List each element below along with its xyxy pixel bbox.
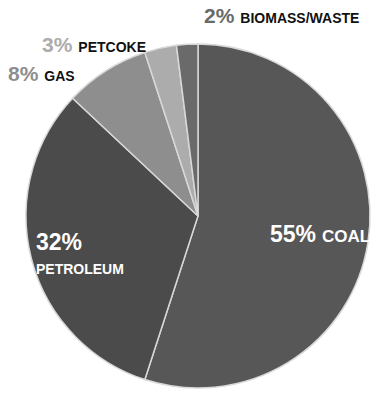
data-label-value: 2% <box>204 4 235 27</box>
data-label-name: GAS <box>44 68 74 84</box>
data-label: 3% PETCOKE <box>42 33 146 56</box>
data-label-value: 32% <box>36 229 82 255</box>
chart: 55% COAL 32% PETROLEUM 8% GAS 3% PETCOKE 2% BIOMA… <box>0 0 392 412</box>
data-label: 2% BIOMASS/WASTE <box>204 4 359 27</box>
data-label: 55% COAL <box>270 221 370 247</box>
data-label-value: 3% <box>42 33 73 56</box>
data-label-name: PETCOKE <box>78 39 146 55</box>
data-labels: 55% COAL 32% PETROLEUM 8% GAS 3% PETCOKE 2% BIOMA… <box>8 4 370 277</box>
data-label: 8% GAS <box>8 62 75 85</box>
data-label-value: 8% <box>8 62 39 85</box>
data-label: 32% PETROLEUM <box>36 229 124 277</box>
pie <box>26 44 370 388</box>
data-label-name: COAL <box>322 227 370 246</box>
pie-slice <box>176 44 198 216</box>
data-label-value: 55% <box>270 221 316 247</box>
data-label-name: BIOMASS/WASTE <box>240 10 359 26</box>
data-label-name: PETROLEUM <box>36 261 124 277</box>
